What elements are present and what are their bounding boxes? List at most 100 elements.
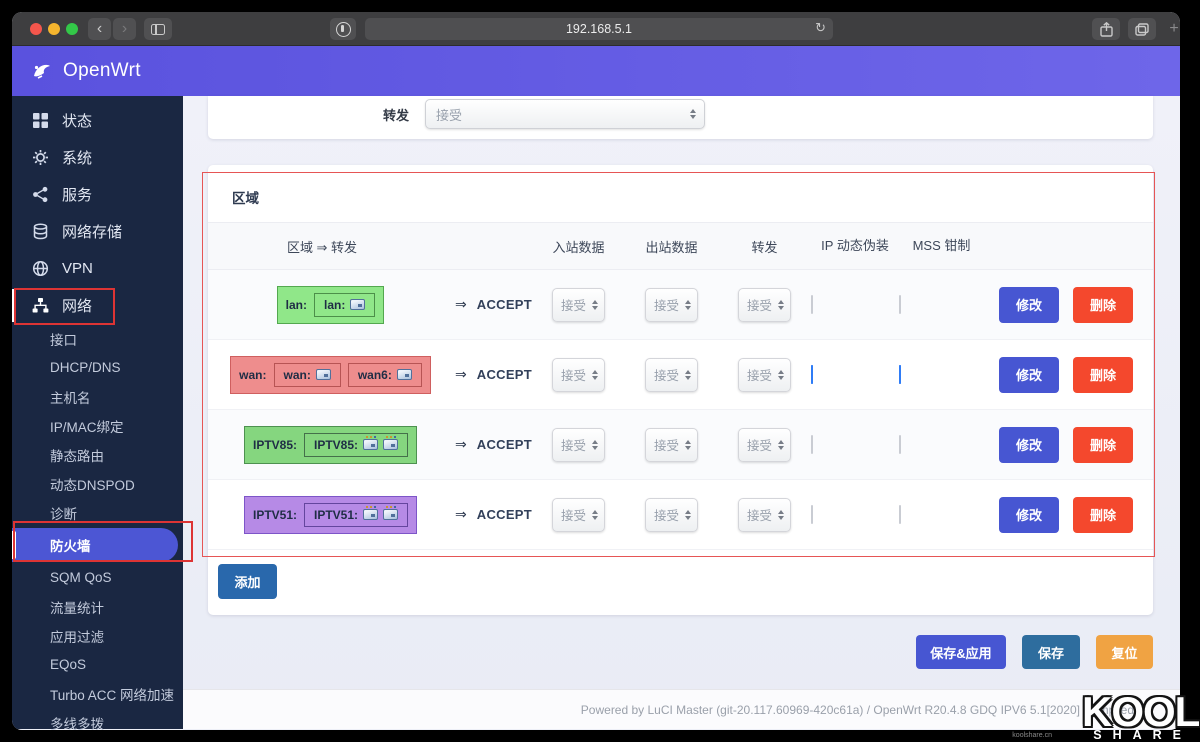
watermark-share: SHARE	[1093, 728, 1192, 742]
zone-policy: ACCEPT	[476, 437, 532, 452]
mss-clamping-checkbox[interactable]	[899, 294, 901, 314]
subitem-label: 应用过滤	[50, 629, 104, 645]
sidebar-item-storage[interactable]: 网络存储	[12, 213, 183, 250]
forward-arrow: ⇒	[455, 296, 467, 312]
sidebar-subitem-firewall[interactable]: 防火墙	[12, 528, 178, 562]
zone-row-iptv51: IPTV51: IPTV51: ⇒ ACCEPT 接受 接受 接受 修改	[208, 480, 1153, 550]
select-value: 接受	[746, 369, 772, 383]
output-select[interactable]: 接受	[644, 357, 698, 392]
select-stepper-icon	[685, 369, 691, 380]
save-apply-button[interactable]: 保存&应用	[916, 635, 1006, 669]
masquerading-checkbox[interactable]	[811, 294, 813, 314]
sidebar-subitem-interfaces[interactable]: 接口	[12, 324, 183, 353]
select-value: 接受	[560, 299, 586, 313]
input-select[interactable]: 接受	[551, 357, 605, 392]
input-select[interactable]: 接受	[551, 287, 605, 322]
delete-button[interactable]: 删除	[1073, 356, 1133, 393]
mss-clamping-checkbox[interactable]	[899, 364, 901, 384]
delete-button[interactable]: 删除	[1073, 426, 1133, 463]
password-extension-button[interactable]	[330, 18, 356, 40]
new-tab-button[interactable]: +	[1169, 20, 1179, 37]
select-value: 接受	[560, 369, 586, 383]
select-stepper-icon	[592, 369, 598, 380]
reset-button[interactable]: 复位	[1096, 635, 1153, 669]
sidebar-subitem-dhcp-dns[interactable]: DHCP/DNS	[12, 353, 183, 382]
sidebar-item-vpn[interactable]: VPN	[12, 250, 183, 287]
edit-button[interactable]: 修改	[999, 426, 1059, 463]
close-window-button[interactable]	[30, 23, 42, 35]
edit-button[interactable]: 修改	[999, 356, 1059, 393]
sidebar-item-system[interactable]: 系统	[12, 139, 183, 176]
select-stepper-icon	[592, 439, 598, 450]
edit-button[interactable]: 修改	[999, 496, 1059, 533]
add-zone-button[interactable]: 添加	[218, 564, 277, 599]
sidebar-icon	[151, 23, 165, 35]
sidebar-subitem-turbo-acc[interactable]: Turbo ACC 网络加速	[12, 679, 183, 708]
mss-clamping-checkbox[interactable]	[899, 434, 901, 454]
switch-port-icon	[383, 506, 399, 520]
address-bar[interactable]: 192.168.5.1 ↻	[365, 18, 833, 40]
masquerading-checkbox[interactable]	[811, 364, 813, 384]
input-select[interactable]: 接受	[551, 497, 605, 532]
output-select[interactable]: 接受	[644, 427, 698, 462]
select-value: 接受	[746, 509, 772, 523]
select-value: 接受	[653, 369, 679, 383]
status-grid-icon	[32, 112, 49, 129]
sidebar-item-status[interactable]: 状态	[12, 102, 183, 139]
sidebar-subitem-ddns[interactable]: 动态DNSPOD	[12, 469, 183, 498]
zone-badge-lan: lan: lan:	[276, 285, 385, 324]
delete-button[interactable]: 删除	[1073, 496, 1133, 533]
delete-button[interactable]: 删除	[1073, 286, 1133, 323]
services-share-nodes-icon	[32, 186, 49, 203]
save-button[interactable]: 保存	[1022, 635, 1080, 669]
subitem-label: EQoS	[50, 657, 87, 672]
sidebar-item-network[interactable]: 网络	[12, 287, 183, 324]
sidebar-subitem-hostname[interactable]: 主机名	[12, 382, 183, 411]
sidebar-item-services[interactable]: 服务	[12, 176, 183, 213]
forward-select[interactable]: 接受	[737, 497, 791, 532]
zone-name: lan:	[285, 297, 307, 312]
edit-button[interactable]: 修改	[999, 286, 1059, 323]
zone-badge-wan: wan: wan: wan6:	[230, 355, 431, 394]
output-select[interactable]: 接受	[644, 497, 698, 532]
forward-button[interactable]: ›	[113, 18, 136, 40]
share-icon	[1099, 21, 1113, 37]
reload-icon[interactable]: ↻	[815, 20, 826, 35]
brand-title: OpenWrt	[63, 60, 141, 81]
sidebar-subitem-traffic-stats[interactable]: 流量统计	[12, 592, 183, 621]
masquerading-checkbox[interactable]	[811, 504, 813, 524]
share-button[interactable]	[1092, 18, 1120, 40]
forward-select[interactable]: 接受	[737, 357, 791, 392]
tab-overview-button[interactable]	[1128, 18, 1156, 40]
forward-select[interactable]: 接受	[737, 427, 791, 462]
openwrt-logo-icon	[34, 64, 50, 79]
interface-box-wan6: wan6:	[347, 362, 422, 387]
mss-clamping-checkbox[interactable]	[899, 504, 901, 524]
forward-arrow: ⇒	[455, 366, 467, 382]
storage-database-icon	[32, 223, 49, 240]
forward-arrow: ⇒	[455, 436, 467, 452]
sidebar-subitem-eqos[interactable]: EQoS	[12, 650, 183, 679]
sidebar-subitem-diagnostics[interactable]: 诊断	[12, 498, 183, 527]
zoom-window-button[interactable]	[66, 23, 78, 35]
output-select[interactable]: 接受	[644, 287, 698, 322]
sidebar-subitem-static-routes[interactable]: 静态路由	[12, 440, 183, 469]
select-stepper-icon	[592, 509, 598, 520]
switch-port-icon	[363, 506, 379, 520]
input-select[interactable]: 接受	[551, 427, 605, 462]
sidebar-subitem-multi-wan[interactable]: 多线多拨	[12, 708, 183, 731]
forward-select[interactable]: 接受	[425, 99, 706, 129]
masquerading-checkbox[interactable]	[811, 434, 813, 454]
subitem-label: 多线多拨	[50, 716, 104, 731]
minimize-window-button[interactable]	[48, 23, 60, 35]
sidebar-subitem-app-filter[interactable]: 应用过滤	[12, 621, 183, 650]
interface-label: wan6:	[357, 367, 392, 382]
back-button[interactable]: ‹	[88, 18, 111, 40]
sidebar-subitem-sqm-qos[interactable]: SQM QoS	[12, 563, 183, 592]
sidebar-subitem-ip-mac-binding[interactable]: IP/MAC绑定	[12, 411, 183, 440]
system-gear-icon	[32, 149, 49, 166]
interface-label: wan:	[283, 367, 311, 382]
sidebar-toggle-button[interactable]	[144, 18, 172, 40]
forward-select[interactable]: 接受	[737, 287, 791, 322]
